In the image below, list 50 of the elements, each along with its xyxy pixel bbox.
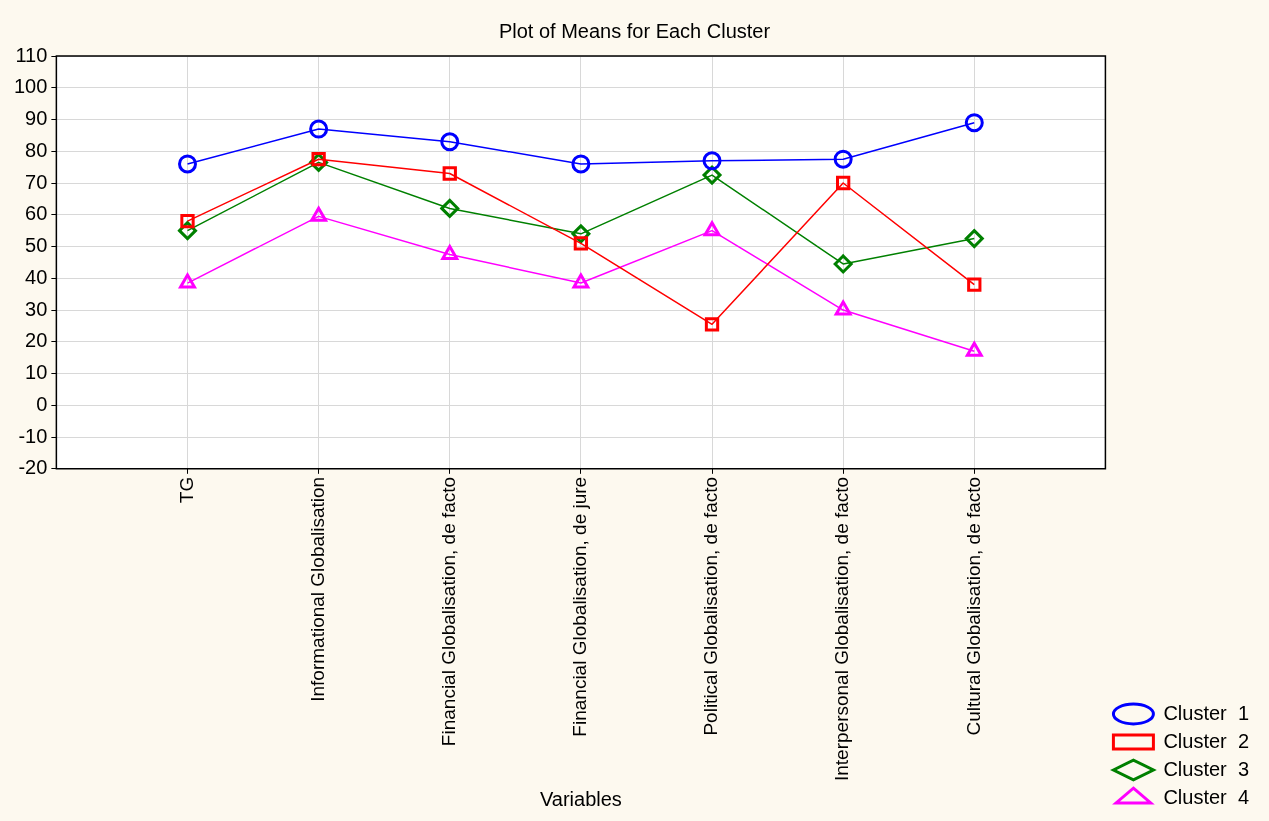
point — [833, 254, 853, 274]
y-tick-label: 90 — [25, 107, 48, 130]
point — [965, 341, 983, 357]
point — [571, 154, 591, 174]
point — [967, 277, 982, 292]
legend-label: Cluster 3 — [1163, 757, 1250, 780]
y-tick-label: -10 — [18, 424, 48, 447]
y-tick-label: 60 — [25, 202, 48, 225]
y-tick-label: 30 — [25, 297, 48, 320]
point — [833, 149, 853, 169]
point — [836, 175, 851, 191]
point — [964, 229, 984, 249]
point — [704, 317, 720, 332]
point — [179, 273, 196, 289]
point — [180, 213, 195, 229]
x-tick-label: Interpersonal Globalisation, de facto — [831, 476, 853, 781]
point — [440, 198, 460, 218]
legend-label: Cluster 2 — [1163, 729, 1250, 752]
point — [703, 221, 721, 237]
y-tick-label: 110 — [15, 43, 48, 66]
x-tick-label: TG — [175, 476, 197, 504]
point — [440, 132, 460, 152]
point — [441, 244, 459, 260]
point — [702, 151, 722, 171]
legend-label: Cluster 1 — [1163, 701, 1250, 724]
point — [442, 166, 457, 181]
y-tick-label: 70 — [25, 170, 48, 193]
x-tick-label: Cultural Globalisation, de facto — [962, 476, 984, 736]
point — [310, 206, 328, 222]
y-tick-label: 20 — [25, 329, 48, 352]
point — [834, 300, 852, 316]
x-tick-label: Financial Globalisation, de facto — [438, 476, 459, 747]
y-tick-label: 80 — [25, 138, 48, 161]
y-tick-label: 40 — [25, 265, 48, 288]
x-axis-title: Variables — [539, 787, 622, 810]
x-tick-label: Political Globalisation, de facto — [700, 476, 722, 736]
point — [178, 154, 197, 174]
y-tick-label: 0 — [36, 392, 48, 415]
point — [309, 119, 329, 139]
y-tick-label: 10 — [25, 361, 48, 384]
point — [573, 236, 589, 251]
legend-label: Cluster 4 — [1163, 785, 1250, 808]
x-tick-label: Informational Globalisation — [306, 476, 328, 702]
point — [964, 113, 984, 133]
y-tick-label: 100 — [13, 75, 48, 98]
y-tick-label: -20 — [18, 456, 48, 479]
y-tick-label: 50 — [25, 234, 48, 257]
point — [572, 273, 590, 289]
chart-title: Plot of Means for Each Cluster — [498, 19, 771, 42]
x-tick-label: Financial Globalisation, de jure — [569, 476, 591, 737]
